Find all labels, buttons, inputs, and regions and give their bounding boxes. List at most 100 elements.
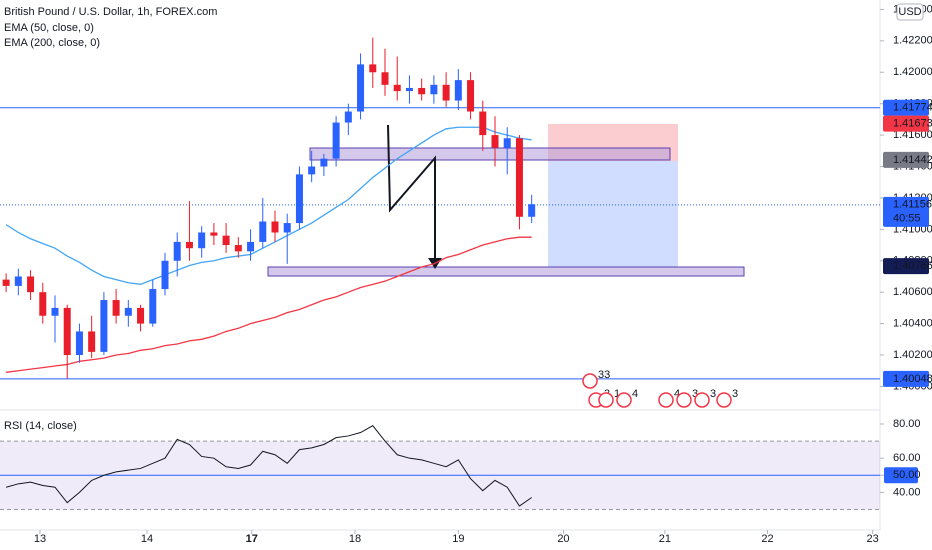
candle-body [369, 64, 377, 73]
rsi-tick-label: 80.00 [893, 418, 921, 430]
legend-ema200: EMA (200, close, 0) [4, 37, 100, 49]
x-tick-label: 22 [761, 533, 773, 545]
candle-body [344, 111, 352, 123]
event-count: 3 [710, 388, 716, 400]
x-tick-label: 14 [141, 533, 153, 545]
price-label-box [883, 196, 929, 227]
candle-body [283, 223, 291, 233]
candle-body [442, 84, 450, 101]
rsi-line [5, 425, 532, 507]
candle-body [198, 232, 206, 249]
candle-body [14, 276, 22, 286]
y-tick-label: 1.42000 [893, 66, 932, 78]
countdown: 40:55 [893, 213, 921, 225]
currency-box [896, 3, 924, 21]
price-label-box [883, 115, 929, 132]
candle-body [51, 307, 59, 316]
price-label: 1.40766 [893, 260, 932, 272]
support-zone [267, 266, 745, 277]
candle-body [295, 174, 303, 224]
y-tick-label: 1.40600 [893, 286, 932, 298]
price-label: 1.41774 [893, 102, 932, 114]
candle-body [528, 204, 536, 217]
ema-line [5, 126, 532, 285]
candle-body [271, 221, 279, 233]
event-count: 4 [632, 388, 638, 400]
candle-body [173, 241, 181, 261]
price-label-box [883, 370, 929, 387]
arrow-path [387, 124, 436, 266]
rsi-level-box [884, 467, 918, 484]
x-tick-label: 13 [34, 533, 46, 545]
event-icon [676, 392, 692, 408]
y-tick-label: 1.40400 [893, 318, 932, 330]
candle-body [234, 245, 242, 252]
candle-body [124, 307, 132, 316]
event-icon [616, 392, 632, 408]
candle-body [222, 235, 230, 246]
rsi-title: RSI (14, close) [4, 420, 77, 432]
rsi-tick-label: 40.00 [893, 486, 921, 498]
drawings [267, 124, 745, 277]
price-label-box [883, 151, 929, 168]
candle-body [259, 221, 267, 242]
candle-body [332, 122, 340, 159]
candle-body [503, 138, 511, 148]
event-count: 3 [732, 388, 738, 400]
candle-body [418, 87, 426, 95]
target-zone [548, 161, 678, 267]
candle-body [247, 241, 255, 252]
candle-body [357, 64, 365, 112]
price-label-box [883, 99, 929, 116]
candle-body [161, 260, 169, 290]
candle-body [112, 300, 120, 316]
y-tick-label: 1.42200 [893, 35, 932, 47]
candle-body [39, 292, 47, 316]
candle-body [405, 87, 413, 92]
event-count: 33 [598, 369, 610, 381]
price-label: 1.40048 [893, 373, 932, 385]
event-icon [694, 392, 710, 408]
candle-body [137, 307, 145, 324]
event-count: 4 [674, 388, 680, 400]
candle-body [27, 276, 35, 293]
event-icon [598, 392, 614, 408]
candle-body [381, 72, 389, 85]
candle-body [491, 135, 499, 148]
event-icon [658, 392, 674, 408]
candle-body [88, 331, 96, 352]
price-label: 1.41442 [893, 154, 932, 166]
x-tick-label: 21 [659, 533, 671, 545]
candle-body [320, 158, 328, 167]
candle-body [149, 289, 157, 324]
event-count: 3 [692, 388, 698, 400]
price-label: 1.41673 [893, 118, 932, 130]
x-tick-label: 20 [557, 533, 569, 545]
ema-line [6, 236, 532, 373]
y-tick-label: 1.40200 [893, 349, 932, 361]
event-count: 1 [614, 388, 620, 400]
currency: USD [898, 6, 921, 18]
candle-body [308, 166, 316, 175]
x-tick-label: 19 [452, 533, 464, 545]
candle-body [100, 300, 108, 352]
legend-ema50: EMA (50, close, 0) [4, 22, 94, 34]
candle-body [393, 84, 401, 92]
candle-body [430, 84, 438, 95]
candle-body [2, 279, 10, 286]
event-icon [716, 392, 732, 408]
event-icon [582, 373, 598, 389]
rsi-tick-label: 60.00 [893, 452, 921, 464]
candle-body [454, 80, 462, 101]
candle-body [63, 307, 71, 356]
chart-title: British Pound / U.S. Dollar, 1h, FOREX.c… [4, 6, 217, 18]
y-tick-label: 1.41600 [893, 129, 932, 141]
x-tick-label: 18 [349, 533, 361, 545]
x-tick-label: 17 [246, 533, 258, 545]
resistance-zone [309, 147, 671, 161]
candle-body [210, 232, 218, 236]
x-tick-label: 23 [867, 533, 879, 545]
price-label-box [883, 258, 929, 275]
